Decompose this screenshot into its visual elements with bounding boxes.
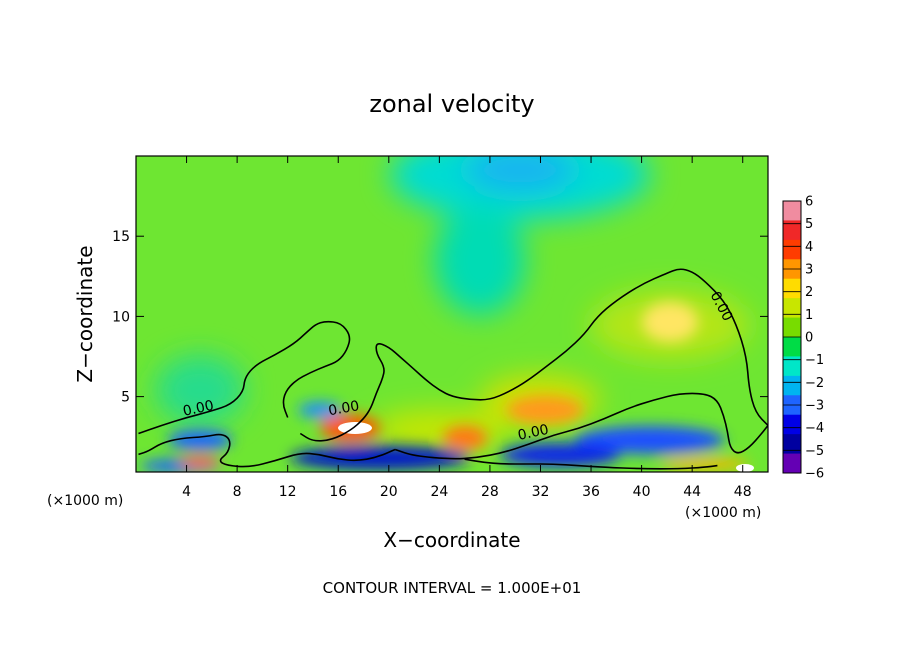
- zero-contour-line: [464, 458, 718, 470]
- y-tick-label: 10: [112, 309, 130, 325]
- colorbar-segment: [783, 414, 801, 435]
- colorbar-segment: [783, 356, 801, 377]
- colorbar-segment: [783, 317, 801, 338]
- contour-label: 0.00: [181, 398, 215, 420]
- colorbar-segment: [783, 278, 801, 299]
- colorbar-segment: [783, 220, 801, 241]
- x-tick-label: 32: [532, 484, 550, 500]
- colorbar-segment: [783, 239, 801, 260]
- colorbar-segment: [783, 298, 801, 319]
- colorbar-tick-label: −6: [805, 467, 824, 482]
- colorbar-tick-label: 3: [805, 263, 813, 278]
- x-tick-label: 16: [329, 484, 347, 500]
- colorbar: 6 5 4 3 2 1 0 −1 −2 −3 −4 −5 −6: [782, 195, 824, 482]
- x-tick-label: 4: [182, 484, 191, 500]
- velocity-field: [136, 156, 768, 472]
- y-tick-label: 5: [121, 390, 130, 406]
- x-tick-label: 44: [683, 484, 701, 500]
- x-tick-label: 40: [633, 484, 651, 500]
- colorbar-tick-label: −1: [805, 353, 824, 368]
- field-peak-positive: [338, 422, 372, 434]
- colorbar-segment: [783, 434, 801, 455]
- y-tick-label: 15: [112, 229, 130, 245]
- plot-frame: [135, 155, 769, 473]
- x-unit-right: (×1000 m): [685, 505, 761, 521]
- x-axis-label: X−coordinate: [383, 528, 520, 552]
- colorbar-tick-label: 4: [805, 240, 813, 255]
- colorbar-segment: [783, 337, 801, 357]
- zero-contours: [138, 268, 768, 470]
- x-tick-label: 28: [481, 484, 499, 500]
- colorbar-tick-label: 0: [805, 331, 813, 346]
- colorbar-tick-label: −2: [805, 376, 824, 391]
- y-axis-label: Z−coordinate: [73, 245, 97, 382]
- zero-contour-line: [299, 268, 768, 442]
- colorbar-tick-label: 6: [805, 195, 813, 210]
- colorbar-segment: [783, 375, 801, 396]
- chart-title: zonal velocity: [369, 90, 534, 118]
- x-tick-label: 8: [233, 484, 242, 500]
- x-ticks: 4 8 12 16 20 24 28 32 36 40 44 48: [182, 156, 752, 500]
- field-blobs-small: [140, 302, 750, 472]
- colorbar-tick-label: −3: [805, 399, 824, 414]
- x-tick-label: 20: [380, 484, 398, 500]
- x-tick-label: 12: [279, 484, 297, 500]
- contour-label: 0.00: [327, 398, 360, 419]
- field-peak-edge: [736, 464, 754, 472]
- colorbar-tick-label: 5: [805, 217, 813, 232]
- colorbar-tick-label: 2: [805, 285, 813, 300]
- zero-contour-line: [138, 320, 351, 435]
- x-tick-label: 36: [582, 484, 600, 500]
- zero-contour-line: [394, 392, 768, 460]
- colorbar-tick-label: −5: [805, 444, 824, 459]
- contour-label: 0.00: [516, 422, 550, 444]
- x-tick-label: 48: [734, 484, 752, 500]
- y-ticks: 5 10 15: [112, 229, 768, 406]
- colorbar-segment: [783, 453, 801, 474]
- colorbar-segment: [783, 201, 801, 221]
- colorbar-tick-label: −4: [805, 421, 824, 436]
- zero-contour-line: [138, 433, 396, 468]
- x-tick-label: 24: [430, 484, 448, 500]
- contour-interval-note: CONTOUR INTERVAL = 1.000E+01: [323, 579, 582, 597]
- x-unit-left: (×1000 m): [47, 493, 123, 509]
- colorbar-tick-label: 1: [805, 308, 813, 323]
